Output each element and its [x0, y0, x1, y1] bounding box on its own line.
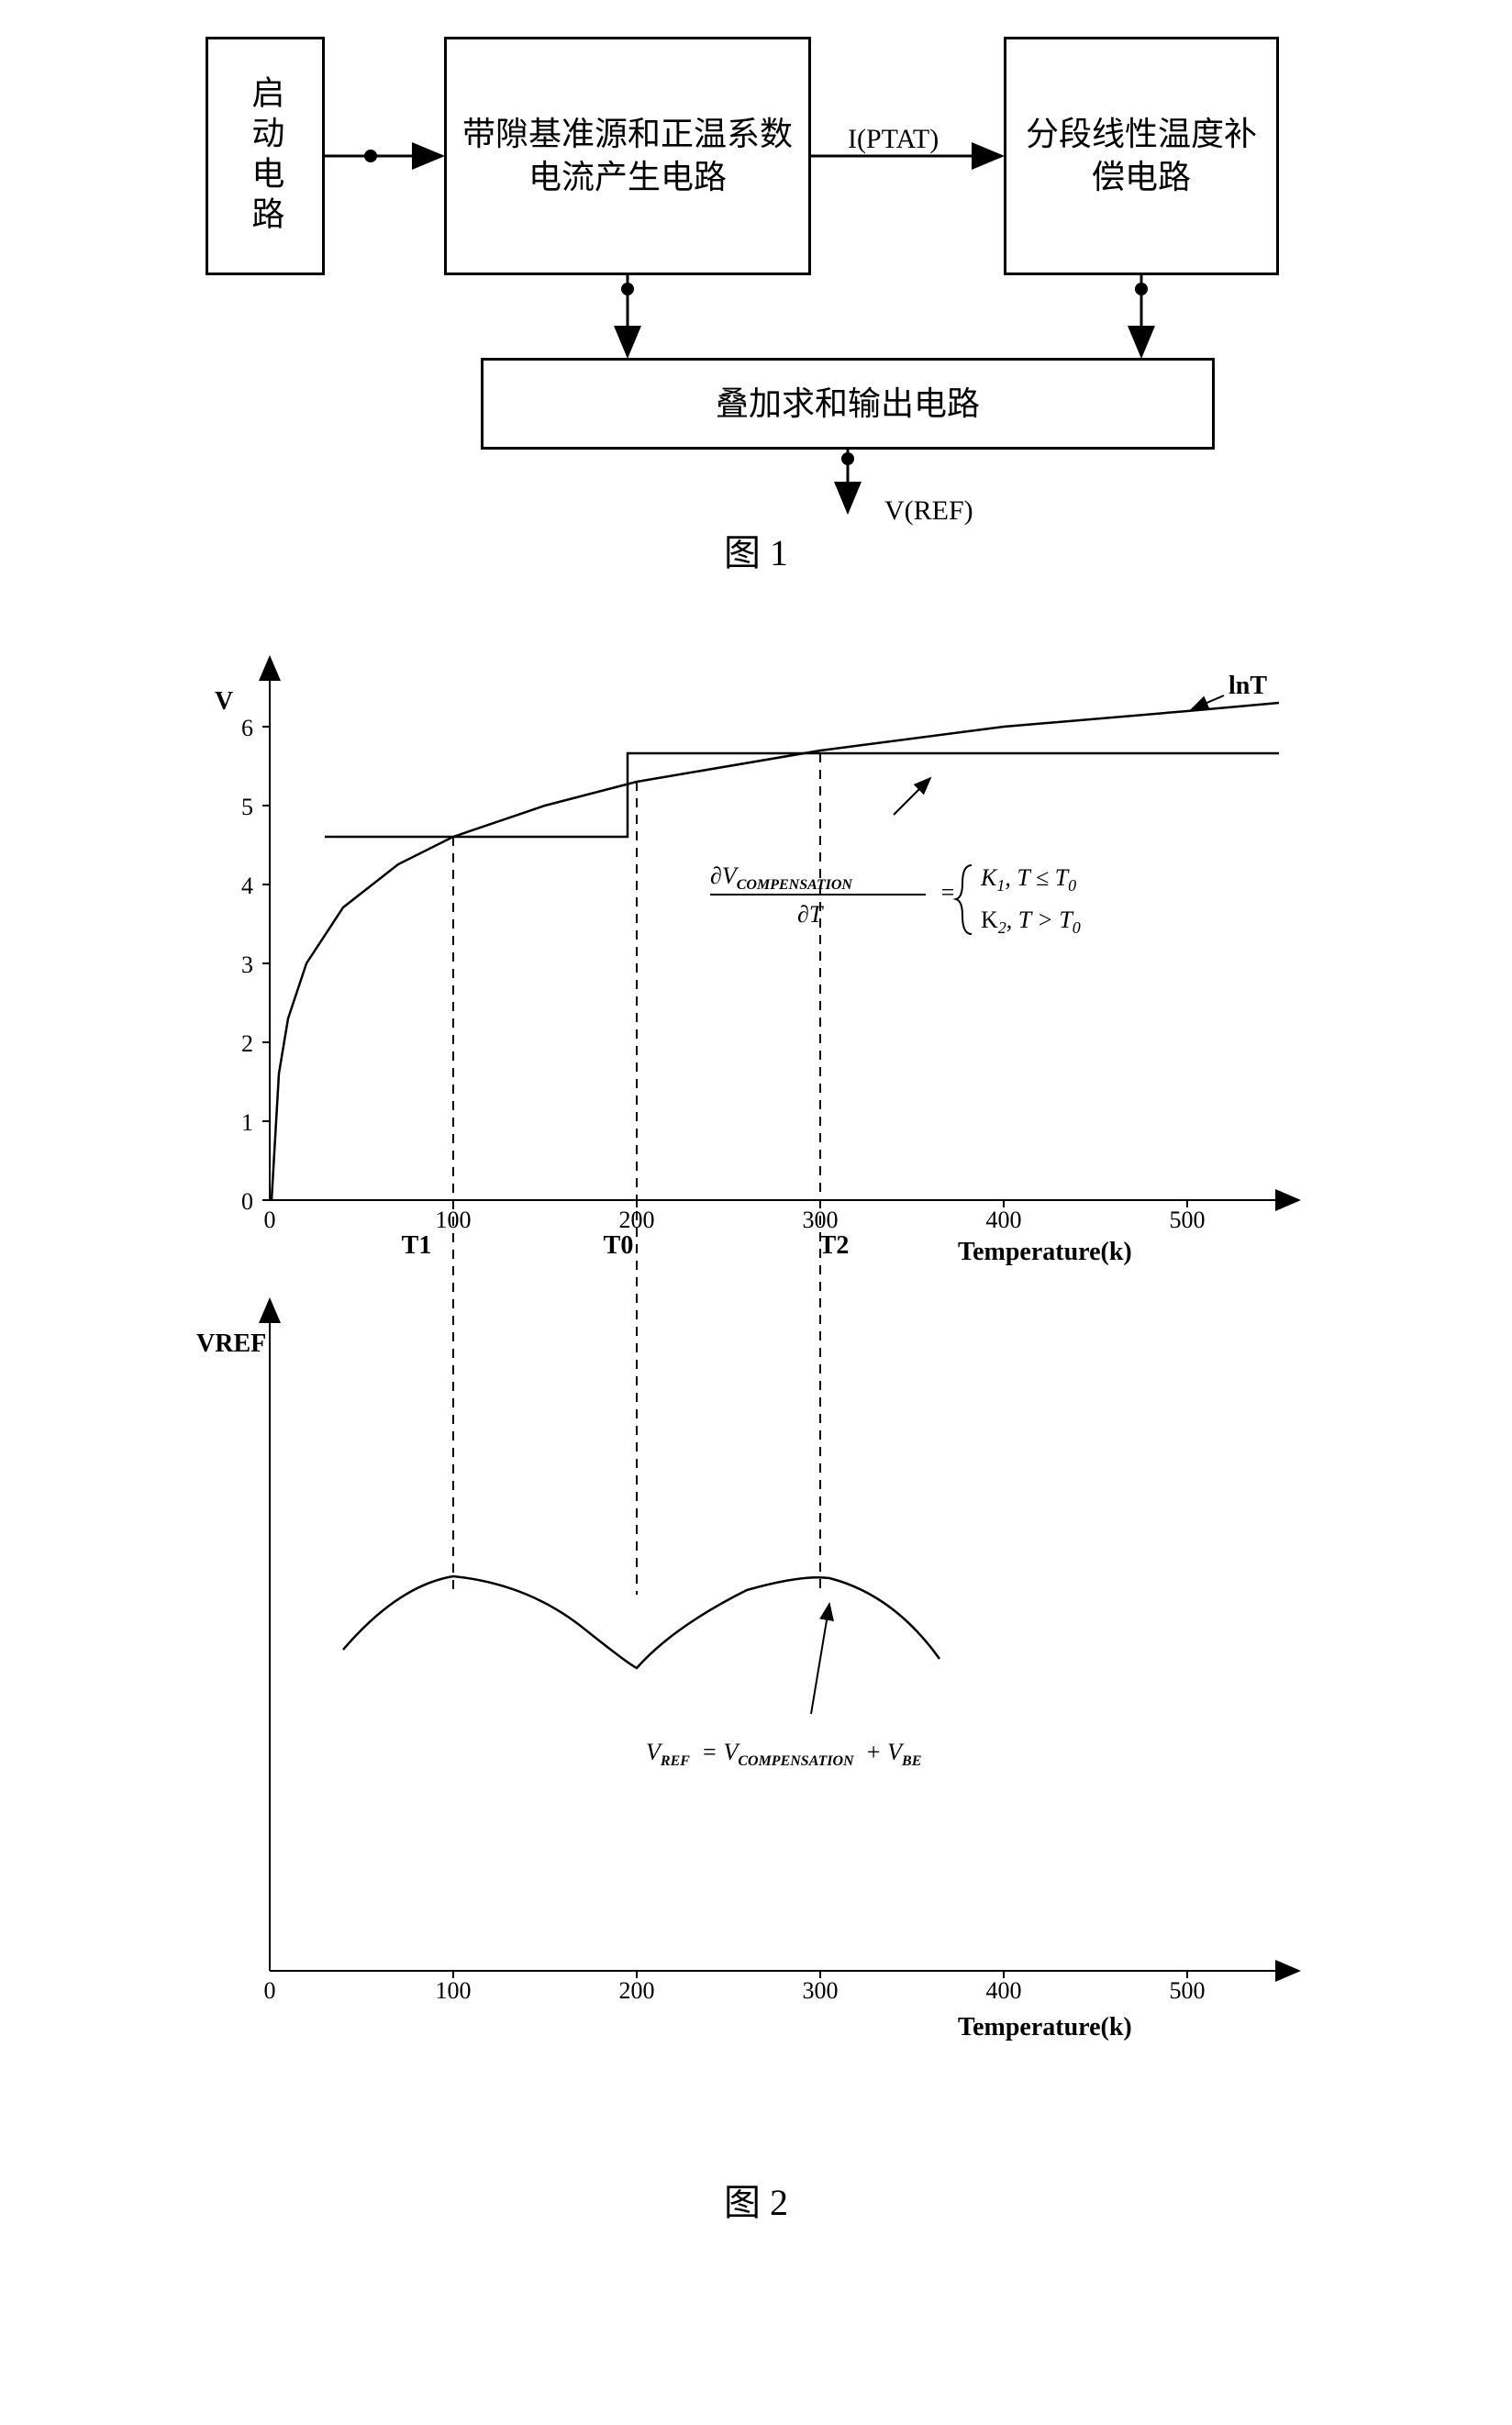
vref-label: V(REF): [884, 495, 973, 527]
vref-formula: VREF = VCOMPENSATION + VBE: [646, 1739, 921, 1771]
t2-label: T2: [819, 1231, 850, 1260]
t1-label: T1: [402, 1231, 432, 1260]
block-diagram: 启动电路 带隙基准源和正温系数电流产生电路 分段线性温度补偿电路 叠加求和输出电…: [206, 37, 1306, 495]
svg-text:K2, T > T0: K2, T > T0: [981, 907, 1081, 937]
node-dot: [364, 150, 377, 162]
compensation-label: 分段线性温度补偿电路: [1016, 113, 1267, 199]
top-x-title: Temperature(k): [958, 1238, 1132, 1266]
svg-text:0: 0: [264, 1207, 276, 1233]
svg-text:1: 1: [241, 1109, 253, 1136]
svg-text:2: 2: [241, 1030, 253, 1057]
compensation-formula: ∂VCOMPENSATION ∂T = K1, T ≤ T0 K2, T > T…: [710, 862, 1081, 937]
summing-block: 叠加求和输出电路: [481, 358, 1215, 450]
svg-text:∂VCOMPENSATION: ∂VCOMPENSATION: [710, 862, 853, 893]
startup-block: 启动电路: [206, 37, 325, 275]
figure-2-svg: 0 1 2 3 4 5 6 0 100 200 300 400 500 T1 T…: [160, 631, 1352, 2145]
vref-curve: [343, 1576, 939, 1668]
top-y-title: V: [215, 687, 233, 716]
top-chart: 0 1 2 3 4 5 6 0 100 200 300 400 500 T1 T…: [215, 672, 1279, 1595]
figure-2-caption: 图 2: [92, 2173, 1420, 2226]
svg-text:500: 500: [1170, 1977, 1206, 2004]
node-dot: [621, 283, 634, 295]
summing-label: 叠加求和输出电路: [716, 383, 980, 426]
svg-text:500: 500: [1170, 1207, 1206, 1233]
svg-text:400: 400: [986, 1977, 1022, 2004]
startup-label: 启动电路: [244, 75, 287, 237]
svg-text:200: 200: [619, 1977, 655, 2004]
figure-1-caption: 图 1: [92, 523, 1420, 576]
top-x-ticks: 0 100 200 300 400 500: [264, 1200, 1206, 1233]
svg-text:=: =: [939, 879, 956, 906]
svg-text:K1, T ≤ T0: K1, T ≤ T0: [980, 864, 1076, 895]
iptat-label: I(PTAT): [848, 124, 939, 155]
bottom-y-title: VREF: [196, 1329, 266, 1358]
svg-text:300: 300: [803, 1977, 839, 2004]
figure-2-section: 0 1 2 3 4 5 6 0 100 200 300 400 500 T1 T…: [92, 631, 1420, 2226]
figure-1-section: 启动电路 带隙基准源和正温系数电流产生电路 分段线性温度补偿电路 叠加求和输出电…: [92, 37, 1420, 576]
svg-text:0: 0: [241, 1188, 253, 1215]
lnT-label: lnT: [1228, 672, 1267, 700]
compensation-block: 分段线性温度补偿电路: [1004, 37, 1279, 275]
top-y-ticks: 0 1 2 3 4 5 6: [241, 715, 270, 1215]
svg-text:400: 400: [986, 1207, 1022, 1233]
svg-text:6: 6: [241, 715, 253, 741]
bandgap-block: 带隙基准源和正温系数电流产生电路: [444, 37, 811, 275]
bottom-x-ticks: 0 100 200 300 400 500: [264, 1971, 1206, 2004]
node-dot: [1135, 283, 1148, 295]
t0-label: T0: [604, 1231, 634, 1260]
svg-text:0: 0: [264, 1977, 276, 2004]
lnT-curve: [272, 703, 1279, 1200]
bandgap-label: 带隙基准源和正温系数电流产生电路: [456, 113, 799, 199]
bottom-chart: 0 100 200 300 400 500 VREF Temperature(k…: [196, 1319, 1279, 2041]
svg-text:5: 5: [241, 794, 253, 820]
svg-text:100: 100: [436, 1977, 472, 2004]
node-dot: [841, 452, 854, 465]
step-compensation-line: [325, 753, 1279, 837]
svg-text:VREF = VCOMPENSATION: VREF = VCOMPENSATION + VBE: [646, 1739, 921, 1771]
bottom-x-title: Temperature(k): [958, 2013, 1132, 2041]
svg-text:3: 3: [241, 951, 253, 978]
svg-text:4: 4: [241, 873, 253, 899]
